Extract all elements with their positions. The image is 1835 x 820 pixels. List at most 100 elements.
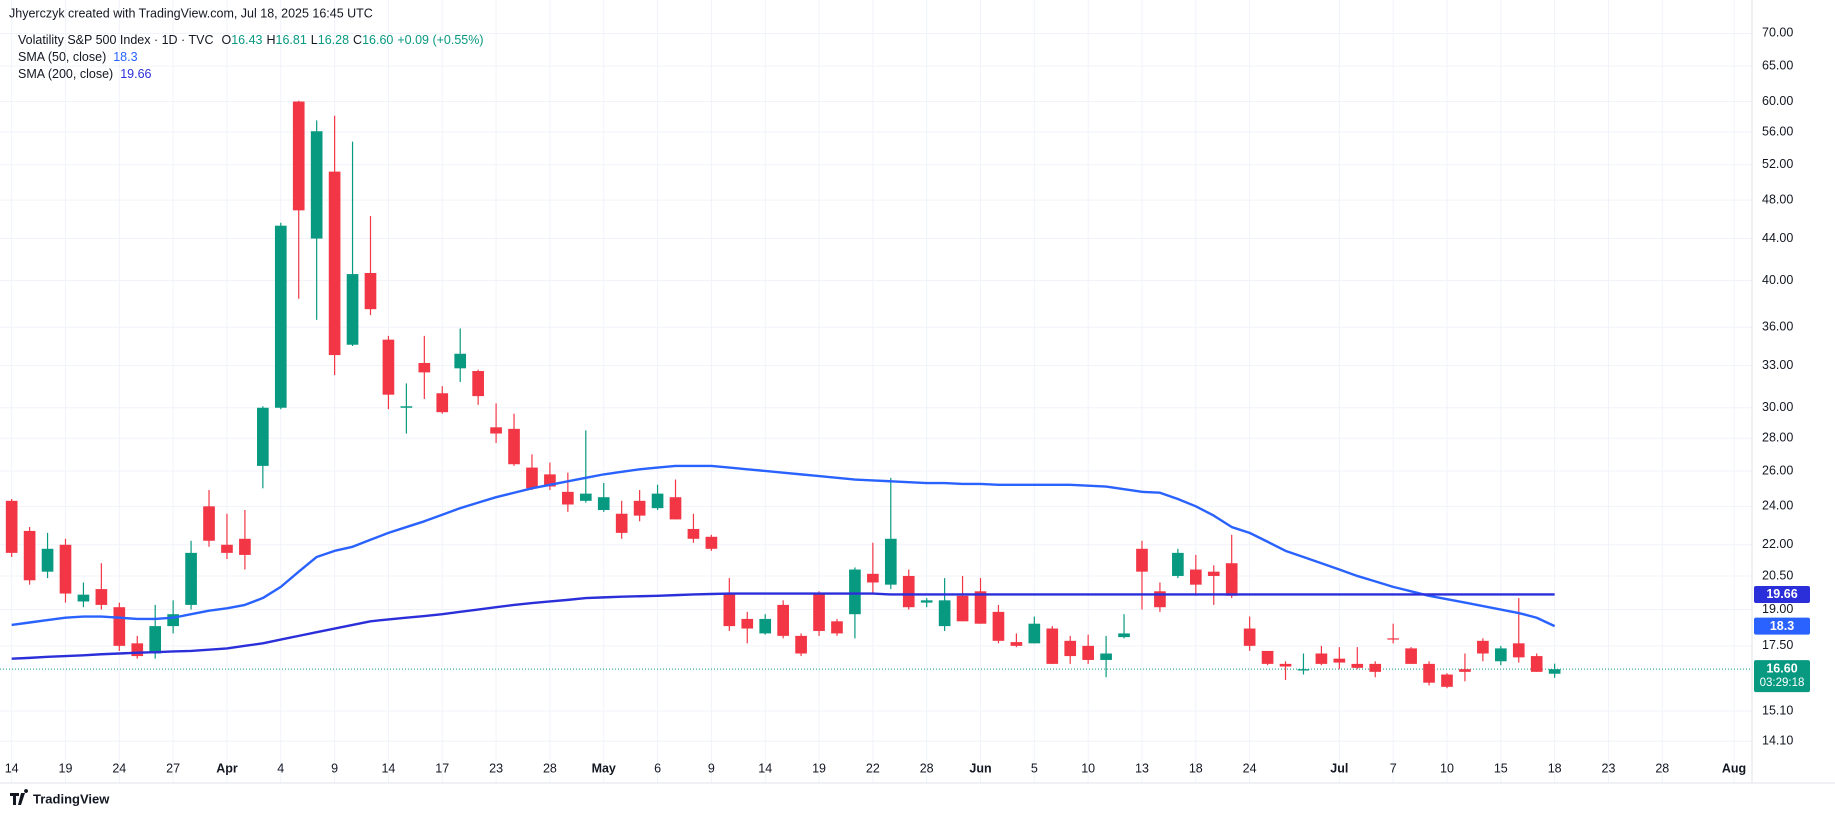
candle-body <box>1189 569 1202 585</box>
candle-body <box>1064 640 1077 657</box>
ohlc-value: 16.60 <box>362 33 393 47</box>
candle-body <box>1172 552 1184 576</box>
sma-line <box>11 464 1556 628</box>
candle-body <box>597 497 610 511</box>
candle-body <box>1459 669 1471 672</box>
x-tick-label: 9 <box>331 761 338 775</box>
candle-body <box>633 500 646 516</box>
candle-body <box>1046 628 1059 664</box>
logo-icon <box>10 789 29 805</box>
candle-body <box>1548 669 1561 674</box>
candle-body <box>1225 563 1238 596</box>
candle-body <box>884 538 897 585</box>
candle-body <box>687 528 700 539</box>
y-tick-label: 28.00 <box>1762 431 1793 445</box>
candle-body <box>113 607 126 646</box>
candle-body <box>579 493 592 501</box>
candle-body <box>1423 663 1435 683</box>
x-tick-label: 28 <box>543 761 557 775</box>
candle-body <box>1136 548 1148 572</box>
candle-body <box>5 500 18 553</box>
y-tick-label: 60.00 <box>1762 94 1793 108</box>
sma-price-box <box>1754 617 1810 635</box>
candle-body <box>1387 638 1399 640</box>
candle-body <box>651 493 664 509</box>
candle-body <box>1405 648 1417 664</box>
y-tick-label: 65.00 <box>1762 58 1793 72</box>
candle-body <box>1243 628 1256 646</box>
candle-body <box>1082 645 1094 660</box>
x-tick-label: 22 <box>866 761 880 775</box>
candle-body <box>436 393 449 413</box>
x-tick-label: 5 <box>1031 761 1038 775</box>
candle-body <box>831 621 843 634</box>
ohlc-key: O <box>221 33 231 47</box>
y-tick-label: 44.00 <box>1762 231 1793 245</box>
candle-body <box>562 491 574 505</box>
candle-body <box>1100 653 1112 660</box>
x-tick-label: 28 <box>920 761 934 775</box>
y-tick-label: 20.50 <box>1762 568 1793 582</box>
candle-body <box>1261 650 1274 664</box>
x-tick-label: 23 <box>1602 761 1616 775</box>
x-tick-label: 4 <box>277 761 284 775</box>
x-tick-label: 14 <box>758 761 772 775</box>
y-tick-label: 19.00 <box>1762 602 1793 616</box>
candle-body <box>1297 669 1310 671</box>
footer-logo: TradingView <box>10 789 110 806</box>
symbol: Volatility S&P 500 Index · 1D · TVC <box>18 33 213 47</box>
x-tick-label: 14 <box>381 761 395 775</box>
candle-body <box>131 643 144 657</box>
candle-body <box>1351 663 1364 668</box>
y-tick-label: 14.10 <box>1762 734 1793 748</box>
legend-name: SMA (50, close) <box>18 50 106 64</box>
legend-value: 19.66 <box>120 67 151 81</box>
candle-body <box>723 593 736 627</box>
candle-body <box>59 544 72 594</box>
candle-body <box>974 591 987 624</box>
candle-body <box>167 614 179 627</box>
candle-body <box>382 339 395 395</box>
candle-body <box>472 371 484 397</box>
candle-body <box>346 274 359 345</box>
x-tick-label: 6 <box>654 761 661 775</box>
x-tick-label: 19 <box>59 761 73 775</box>
candle-body <box>1494 648 1507 662</box>
x-tick-label: 15 <box>1494 761 1508 775</box>
credit: Jhyerczyk created with TradingView.com, … <box>9 6 373 20</box>
price-label: 16.60 <box>1766 661 1797 675</box>
candle-body <box>364 272 377 310</box>
x-tick-label: May <box>592 761 616 775</box>
x-tick-label: Apr <box>216 761 238 775</box>
candle-body <box>813 593 825 631</box>
candle-body <box>1315 653 1328 664</box>
candle-body <box>1154 591 1166 608</box>
candle-body <box>741 618 754 629</box>
y-tick-label: 26.00 <box>1762 463 1793 477</box>
x-tick-label: Aug <box>1722 761 1746 775</box>
candle-body <box>777 604 789 636</box>
candle-body <box>938 600 951 627</box>
sma-legend: SMA (200, close) 19.66 <box>18 67 152 81</box>
sma-line <box>11 592 1555 660</box>
candle-body <box>849 569 861 615</box>
y-tick-label: 48.00 <box>1762 192 1793 206</box>
candle-body <box>526 467 538 489</box>
candle-body <box>759 618 772 634</box>
candle-body <box>1118 633 1130 638</box>
x-tick-label: Jul <box>1330 761 1348 775</box>
candle-body <box>1369 663 1382 672</box>
x-tick-label: 23 <box>489 761 503 775</box>
ohlc-key: C <box>353 33 362 47</box>
candle-body <box>1441 674 1453 687</box>
ohlc-key: L <box>311 33 318 47</box>
candle-body <box>795 635 807 654</box>
candle-body <box>1530 656 1543 672</box>
legend-name: SMA (200, close) <box>18 67 113 81</box>
candle-body <box>257 407 269 466</box>
candle-body <box>149 626 162 654</box>
x-tick-label: 27 <box>166 761 180 775</box>
